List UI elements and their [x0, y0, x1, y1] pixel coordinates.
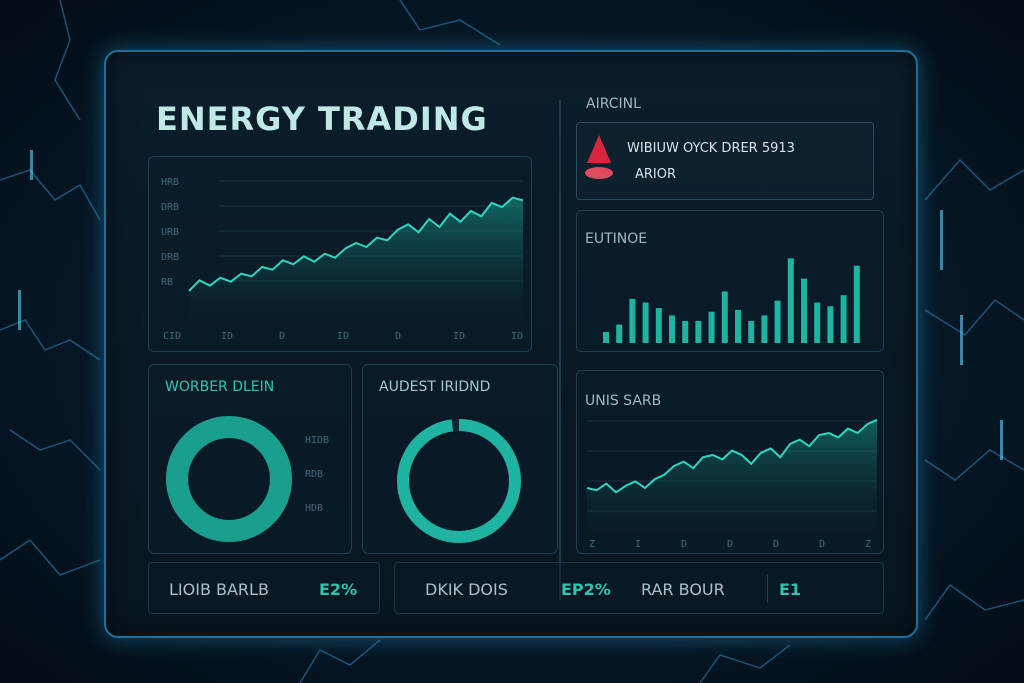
donut-right-ring	[397, 419, 521, 543]
x-tick-label: D	[279, 331, 285, 342]
x-tick-label: CID	[163, 331, 181, 342]
main-chart-svg: HRB DRB URB DRB RB CID ID D ID D ID ID	[161, 177, 524, 342]
donut-panel-left[interactable]: WORBER DLEIN HIDB RDB HDB	[148, 364, 352, 554]
warning-icon	[585, 135, 613, 179]
bar-13	[774, 300, 781, 343]
stat-card-2[interactable]: DKIK DOIS EP2% RAR BOUR E1	[394, 562, 884, 614]
donut-left-legend-3: HDB	[305, 503, 323, 514]
y-tick-label: DRB	[161, 252, 179, 263]
bar-3	[642, 302, 649, 343]
line-chart-label: UNIS SARB	[585, 393, 662, 409]
bar-9	[721, 291, 728, 343]
bar-10	[735, 309, 741, 343]
stat-2-value: EP2%	[561, 580, 611, 599]
main-area-fill	[189, 197, 523, 322]
x-tick-label: ID	[511, 331, 523, 342]
bar-7	[695, 320, 702, 343]
x-tick-label: ID	[337, 331, 349, 342]
bar-6	[682, 320, 689, 343]
bar-17	[827, 306, 834, 343]
main-price-chart[interactable]: HRB DRB URB DRB RB CID ID D ID D ID ID	[148, 156, 532, 352]
donut-left-legend-2: RDB	[305, 469, 323, 480]
stat-1-value: E2%	[319, 580, 358, 599]
stat-3-label: RAR BOUR	[641, 580, 725, 599]
column-divider	[559, 100, 561, 600]
bar-8	[708, 311, 715, 343]
donut-right-label: AUDEST IRIDND	[379, 379, 491, 395]
bar-chart-svg	[603, 258, 860, 343]
stat-1-label: LIOIB BARLB	[169, 580, 269, 599]
alert-sub-message: ARIOR	[635, 167, 677, 182]
bar-11	[748, 320, 755, 343]
y-tick-label: RB	[161, 277, 173, 288]
donut-left-svg: HIDB RDB HDB	[166, 416, 329, 542]
stat-2-label: DKIK DOIS	[425, 580, 508, 599]
bar-chart-label: EUTINOE	[585, 231, 648, 247]
bar-12	[761, 315, 768, 343]
line-x-tick: D	[773, 539, 779, 550]
line-area-fill	[587, 419, 877, 531]
bar-4	[655, 308, 662, 343]
line-x-tick: D	[819, 539, 825, 550]
bar-14	[787, 258, 794, 343]
line-x-tick: Z	[865, 539, 871, 550]
donut-right-svg	[397, 419, 521, 543]
dashboard-window: ENERGY TRADING HRB DRB URB DRB RB CID ID D ID D ID…	[104, 50, 918, 638]
line-x-tick: D	[727, 539, 733, 550]
donut-left-label: WORBER DLEIN	[165, 379, 275, 395]
donut-left-ring	[166, 416, 292, 542]
y-tick-label: HRB	[161, 177, 179, 188]
line-chart-panel[interactable]: UNIS SARB Z I D D D D Z	[576, 370, 884, 554]
donut-left-legend-1: HIDB	[305, 435, 329, 446]
line-x-tick: D	[681, 539, 687, 550]
y-tick-label: URB	[161, 227, 179, 238]
bar-19	[853, 265, 860, 343]
alert-message: WIBIUW OYCK DRER 5913	[627, 141, 795, 156]
stat-3-value: E1	[779, 580, 802, 599]
line-series	[586, 418, 878, 494]
bar-chart-panel[interactable]: EUTINOE	[576, 210, 884, 352]
donut-panel-right[interactable]: AUDEST IRIDND	[362, 364, 558, 554]
x-tick-label: ID	[221, 331, 233, 342]
stat-card-1[interactable]: LIOIB BARLB E2%	[148, 562, 380, 614]
alert-section-label: AIRCINL	[586, 96, 641, 112]
bar-2	[629, 298, 636, 343]
bar-15	[801, 278, 807, 343]
bar-5	[669, 315, 675, 343]
bar-1	[616, 324, 623, 343]
bar-0	[603, 331, 609, 343]
main-series-line	[188, 196, 524, 292]
y-tick-label: DRB	[161, 202, 179, 213]
stat-divider	[767, 575, 768, 603]
line-x-tick: I	[635, 539, 641, 550]
bar-18	[840, 295, 847, 343]
x-tick-label: D	[395, 331, 401, 342]
x-tick-label: ID	[453, 331, 465, 342]
line-x-tick: Z	[589, 539, 595, 550]
page-title: ENERGY TRADING	[156, 100, 488, 138]
alert-card[interactable]: WIBIUW OYCK DRER 5913 ARIOR	[576, 122, 874, 200]
bar-16	[814, 302, 821, 343]
